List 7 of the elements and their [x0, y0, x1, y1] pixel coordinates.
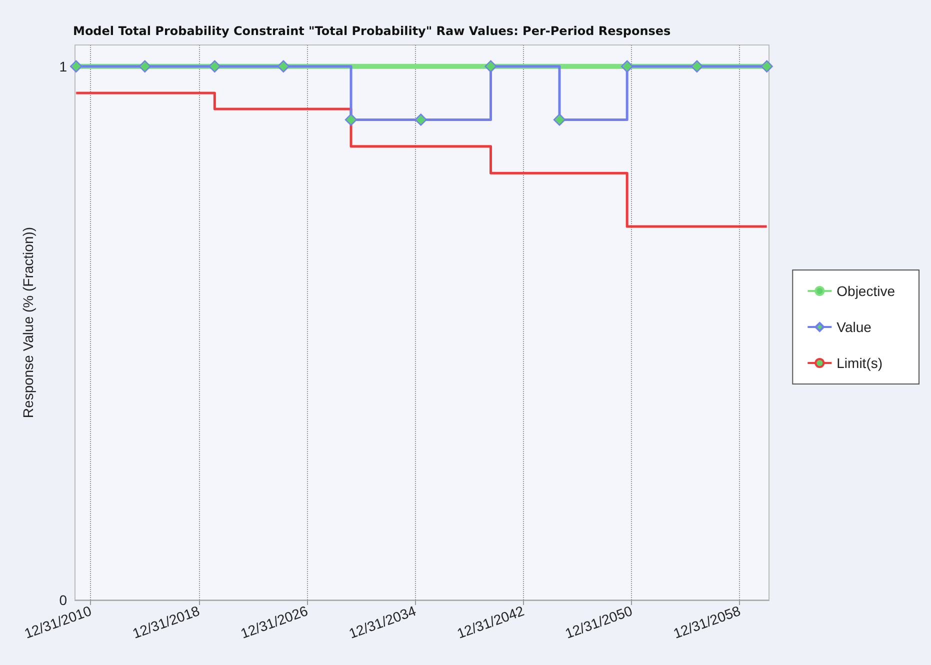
- legend-label: Objective: [836, 283, 896, 299]
- y-axis-title: Response Value (% (Fraction)): [20, 226, 36, 418]
- y-tick-label: 0: [59, 592, 68, 608]
- legend-label: Limit(s): [836, 355, 883, 371]
- chart-title: Model Total Probability Constraint "Total Probability" Raw Values: Per-Period Responses: [73, 24, 671, 38]
- y-tick-label: 1: [59, 58, 68, 74]
- legend-label: Value: [836, 319, 872, 335]
